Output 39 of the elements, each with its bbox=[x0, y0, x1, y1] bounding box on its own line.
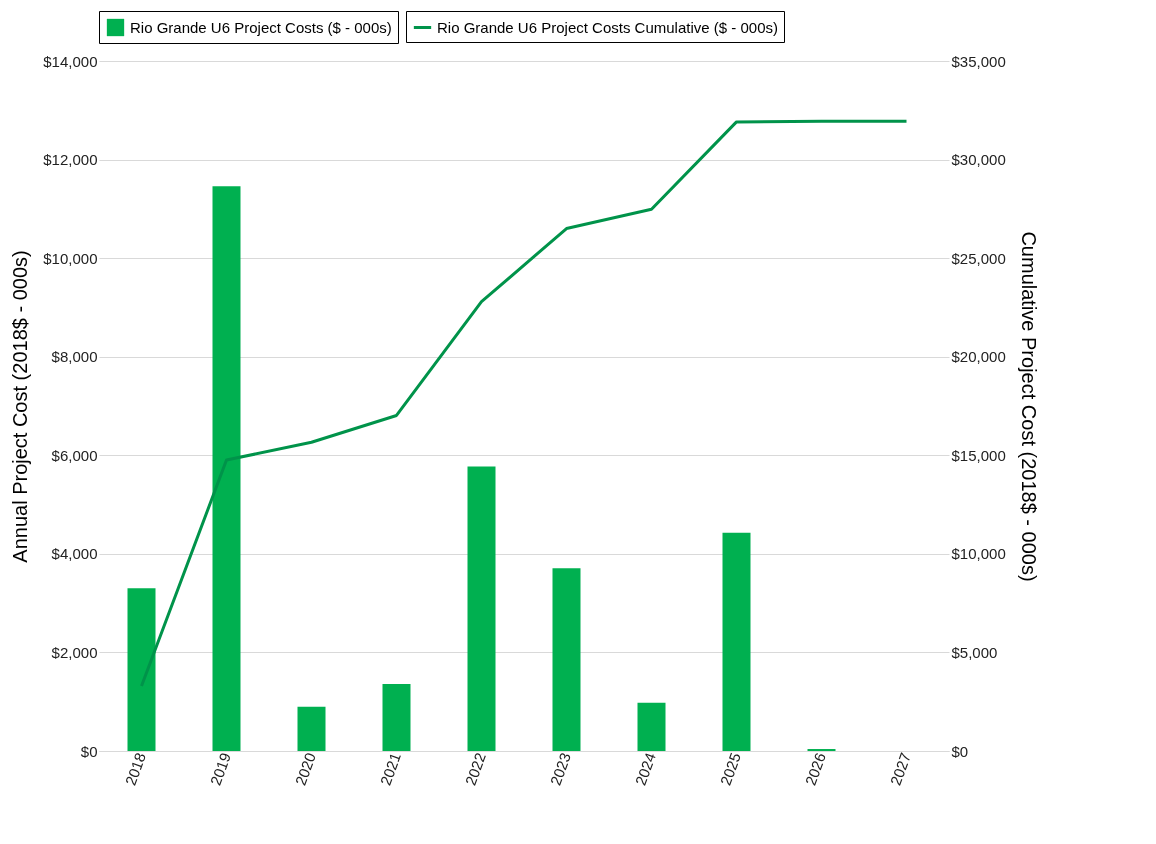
y2-tick-label: $15,000 bbox=[951, 446, 1006, 464]
x-tick-label: 2020 bbox=[291, 750, 320, 788]
y2-tick-label: $35,000 bbox=[951, 52, 1006, 70]
y-axis-title: Annual Project Cost (2018$ - 000s) bbox=[9, 250, 32, 563]
x-tick-label: 2026 bbox=[801, 750, 830, 788]
y-tick-label: $4,000 bbox=[51, 545, 98, 563]
bar bbox=[467, 466, 496, 751]
x-tick-label: 2025 bbox=[716, 750, 745, 788]
y-tick-label: $12,000 bbox=[43, 151, 98, 169]
y2-axis-title: Cumulative Project Cost (2018$ - 000s) bbox=[1017, 231, 1040, 582]
bar bbox=[127, 588, 156, 751]
x-tick-label: 2023 bbox=[546, 750, 575, 788]
y2-tick-label: $30,000 bbox=[951, 151, 1006, 169]
x-tick-label: 2024 bbox=[631, 750, 660, 788]
x-tick-label: 2019 bbox=[206, 750, 235, 788]
y-tick-label: $0 bbox=[80, 742, 98, 760]
y2-tick-label: $0 bbox=[951, 742, 969, 760]
y2-tick-label: $20,000 bbox=[951, 348, 1006, 366]
legend-label: Rio Grande U6 Project Costs ($ - 000s) bbox=[130, 18, 392, 36]
x-tick-label: 2022 bbox=[461, 750, 490, 788]
line-series bbox=[140, 119, 908, 688]
y2-tick-label: $25,000 bbox=[951, 249, 1006, 267]
y2-tick-label: $10,000 bbox=[951, 545, 1006, 563]
y-tick-label: $14,000 bbox=[43, 52, 98, 70]
legend-label: Rio Grande U6 Project Costs Cumulative ($ - 000s) bbox=[437, 18, 778, 36]
x-tick-label: 2018 bbox=[121, 750, 150, 788]
x-tick-label: 2027 bbox=[886, 750, 915, 788]
bar bbox=[382, 683, 411, 751]
bar bbox=[552, 568, 581, 751]
y-tick-label: $6,000 bbox=[51, 446, 98, 464]
bar bbox=[297, 706, 326, 751]
bar bbox=[212, 186, 241, 751]
x-tick-label: 2021 bbox=[376, 750, 405, 788]
y2-tick-label: $5,000 bbox=[951, 643, 998, 661]
bar bbox=[722, 532, 751, 751]
y-tick-label: $8,000 bbox=[51, 348, 98, 366]
y-tick-label: $10,000 bbox=[43, 249, 98, 267]
y-tick-label: $2,000 bbox=[51, 643, 98, 661]
bar bbox=[637, 702, 666, 751]
